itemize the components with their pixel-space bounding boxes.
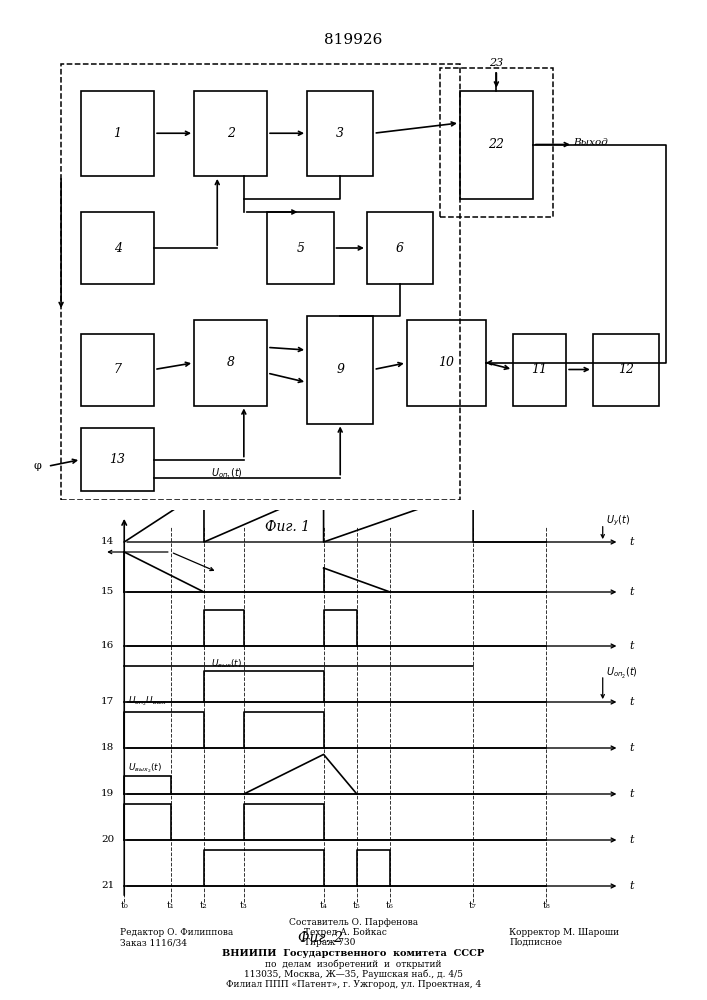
Text: Филиал ППП «Патент», г. Ужгород, ул. Проектная, 4: Филиал ППП «Патент», г. Ужгород, ул. Про…	[226, 980, 481, 989]
Text: 6: 6	[396, 241, 404, 254]
Text: $U_y(t)$: $U_y(t)$	[606, 514, 630, 528]
Text: t₄: t₄	[320, 901, 327, 910]
Bar	[267, 212, 334, 284]
Text: t: t	[629, 743, 633, 753]
Text: t₈: t₈	[542, 901, 550, 910]
Text: t: t	[629, 697, 633, 707]
Text: t: t	[629, 587, 633, 597]
Text: 819926: 819926	[325, 33, 382, 47]
Bar	[440, 68, 553, 217]
Text: t: t	[629, 537, 633, 547]
Text: 113035, Москва, Ж—35, Раушская наб., д. 4/5: 113035, Москва, Ж—35, Раушская наб., д. …	[244, 970, 463, 979]
Text: t₇: t₇	[469, 901, 477, 910]
Text: 23: 23	[489, 58, 503, 68]
Bar	[81, 334, 154, 406]
Text: 10: 10	[438, 356, 455, 369]
Text: Корректор М. Шароши: Корректор М. Шароши	[509, 928, 619, 937]
Bar	[407, 320, 486, 406]
Text: по  делам  изобретений  и  открытий: по делам изобретений и открытий	[265, 960, 442, 969]
Text: 5: 5	[296, 241, 304, 254]
Text: $U_{оп_2}(t)$: $U_{оп_2}(t)$	[606, 666, 638, 681]
Text: 21: 21	[101, 882, 115, 890]
Bar	[460, 91, 533, 198]
Text: 12: 12	[618, 363, 634, 376]
Text: t₃: t₃	[240, 901, 247, 910]
Text: ВНИИПИ  Государственного  комитета  СССР: ВНИИПИ Государственного комитета СССР	[223, 949, 484, 958]
Text: $U_{оп_2}U_{вых}$: $U_{оп_2}U_{вых}$	[127, 694, 166, 708]
Bar	[81, 212, 154, 284]
Text: Заказ 1116/34: Заказ 1116/34	[120, 938, 187, 947]
Bar	[194, 91, 267, 176]
Text: Выход: Выход	[573, 138, 608, 147]
Text: 16: 16	[101, 642, 115, 650]
Text: Фиг. 2: Фиг. 2	[298, 931, 343, 945]
Text: 15: 15	[101, 587, 115, 596]
Text: Фиг. 1: Фиг. 1	[264, 520, 310, 534]
Text: t: t	[629, 641, 633, 651]
Text: 11: 11	[532, 363, 548, 376]
Text: 14: 14	[101, 538, 115, 546]
Text: Тираж 730: Тираж 730	[304, 938, 356, 947]
Bar	[592, 334, 659, 406]
Text: 20: 20	[101, 836, 115, 844]
Text: 17: 17	[101, 698, 115, 706]
Text: t₆: t₆	[386, 901, 394, 910]
Bar	[307, 316, 373, 424]
Text: 7: 7	[114, 363, 122, 376]
Text: Редактор О. Филиппова: Редактор О. Филиппова	[120, 928, 233, 937]
Bar	[61, 64, 460, 500]
Bar	[367, 212, 433, 284]
Text: t: t	[629, 881, 633, 891]
Text: t: t	[629, 835, 633, 845]
Bar	[307, 91, 373, 176]
Text: t₀: t₀	[120, 901, 128, 910]
Text: 18: 18	[101, 744, 115, 752]
Bar	[194, 320, 267, 406]
Text: Составитель О. Парфенова: Составитель О. Парфенова	[289, 918, 418, 927]
Bar	[81, 428, 154, 491]
Text: t: t	[629, 789, 633, 799]
Text: 1: 1	[114, 127, 122, 140]
Text: $U_{оп_1}(t)$: $U_{оп_1}(t)$	[211, 467, 243, 482]
Text: Техред А. Бойкас: Техред А. Бойкас	[304, 928, 387, 937]
Text: 19: 19	[101, 790, 115, 798]
Text: 2: 2	[226, 127, 235, 140]
Text: t₁: t₁	[167, 901, 175, 910]
Text: φ: φ	[34, 461, 42, 471]
Text: 8: 8	[226, 356, 235, 369]
Text: $U_{вых_2}(t)$: $U_{вых_2}(t)$	[127, 761, 162, 775]
Text: Подписное: Подписное	[509, 938, 562, 947]
Text: 3: 3	[337, 127, 344, 140]
Text: $U_{вых}(t)$: $U_{вых}(t)$	[211, 657, 242, 670]
Bar	[513, 334, 566, 406]
Bar	[81, 91, 154, 176]
Text: 22: 22	[489, 138, 504, 151]
Text: 13: 13	[110, 453, 126, 466]
Text: t₂: t₂	[200, 901, 208, 910]
Text: 9: 9	[337, 363, 344, 376]
Text: t₅: t₅	[353, 901, 361, 910]
Text: 4: 4	[114, 241, 122, 254]
